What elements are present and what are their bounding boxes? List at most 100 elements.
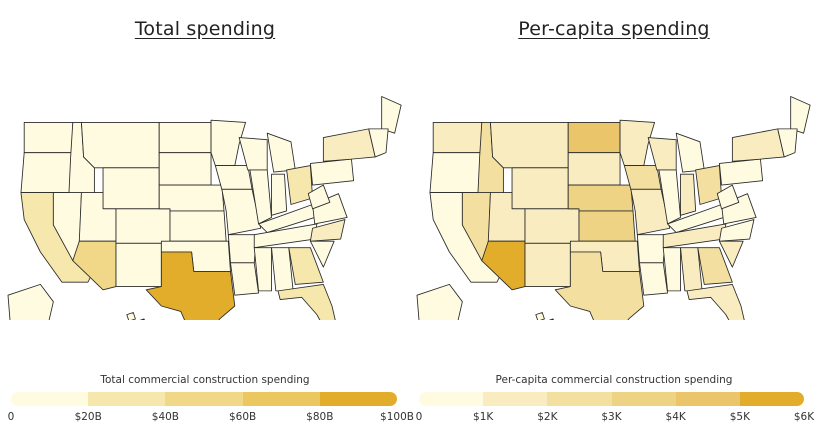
state-ms — [662, 247, 681, 292]
state-mo — [221, 188, 262, 236]
state-wa — [23, 121, 74, 154]
state-ne — [567, 184, 634, 212]
state-ga — [288, 247, 324, 285]
legend-tick-label: $6K — [793, 411, 815, 423]
state-wv — [307, 184, 331, 210]
state-nc — [718, 219, 755, 242]
state-me — [790, 96, 811, 134]
states-group — [7, 96, 402, 320]
legend-swatch — [88, 392, 166, 406]
state-mt — [81, 121, 160, 169]
state-az — [481, 240, 526, 291]
state-me — [381, 96, 402, 134]
us-choropleth-map-per-capita — [416, 96, 811, 320]
legend-color-bar — [11, 392, 397, 406]
state-ne_states — [777, 128, 798, 158]
legend-swatch — [739, 392, 804, 406]
state-ks — [578, 210, 636, 242]
legend-swatch — [611, 392, 676, 406]
state-mi — [266, 132, 296, 173]
state-sd — [567, 152, 621, 186]
state-oh — [695, 165, 722, 205]
legend-tick-label: $4K — [665, 411, 686, 423]
state-wi — [238, 137, 268, 171]
legend-tick-label: $20B — [74, 411, 102, 423]
state-ak — [416, 283, 463, 320]
state-in — [680, 173, 697, 216]
state-hi — [126, 312, 145, 320]
state-co — [524, 208, 580, 244]
state-wy — [102, 167, 160, 210]
state-ak — [7, 283, 54, 320]
state-hi — [535, 312, 554, 320]
state-sc — [309, 240, 335, 268]
state-wv — [716, 184, 740, 210]
legend-tick-label: $100B — [380, 411, 414, 423]
state-nm — [524, 242, 571, 287]
state-ga — [697, 247, 733, 285]
state-tx — [554, 251, 645, 320]
legend-tick-label: 0 — [7, 411, 15, 423]
legend-color-bar — [419, 392, 804, 406]
state-co — [115, 208, 171, 244]
us-choropleth-map-total — [7, 96, 402, 320]
state-ar — [636, 234, 666, 264]
state-ia — [214, 165, 253, 190]
state-ne_states — [368, 128, 389, 158]
legend-swatch — [675, 392, 740, 406]
legend-swatch — [11, 392, 89, 406]
legend-tick-label: $60B — [228, 411, 257, 423]
state-az — [72, 240, 117, 291]
legend-tick-label: $5K — [729, 411, 750, 423]
state-wy — [511, 167, 569, 210]
state-il — [249, 169, 272, 225]
state-oh — [286, 165, 313, 205]
state-or — [429, 152, 483, 194]
state-wa — [432, 121, 483, 154]
panel-title: Total spending — [134, 18, 276, 40]
state-mt — [490, 121, 569, 169]
state-tx — [145, 251, 236, 320]
state-nd — [567, 121, 621, 154]
state-ms — [253, 247, 272, 292]
state-sd — [158, 152, 212, 186]
legend-tick-label: $1K — [473, 411, 494, 423]
total-spending-panel: Total spending Total commercial construc… — [7, 18, 414, 423]
legend-swatch — [242, 392, 320, 406]
state-mi — [675, 132, 705, 173]
legend-tick-label: 0 — [415, 411, 423, 423]
state-fl — [686, 283, 745, 320]
state-la — [230, 262, 259, 296]
legend-swatch — [547, 392, 612, 406]
state-nc — [309, 219, 346, 242]
state-ny — [731, 128, 785, 162]
state-nm — [115, 242, 162, 287]
legend-tick-label: $3K — [601, 411, 622, 423]
legend-tick-label: $80B — [306, 411, 334, 423]
state-ia — [623, 165, 662, 190]
state-ny — [322, 128, 376, 162]
state-ar — [227, 234, 257, 264]
legend-swatch — [319, 392, 397, 406]
state-il — [658, 169, 681, 225]
state-ne — [158, 184, 225, 212]
legend-label: Total commercial construction spending — [100, 374, 310, 386]
state-sc — [718, 240, 744, 268]
per-capita-spending-panel: Per-capita spending Per-capita commercia… — [409, 0, 819, 433]
states-group — [416, 96, 811, 320]
state-mo — [630, 188, 671, 236]
state-fl — [277, 283, 336, 320]
state-pa — [718, 158, 764, 186]
state-nd — [158, 121, 212, 154]
state-wi — [647, 137, 677, 171]
legend-label: Per-capita commercial construction spend… — [495, 374, 733, 386]
state-in — [271, 173, 288, 216]
state-ks — [169, 210, 227, 242]
state-pa — [309, 158, 355, 186]
state-la — [639, 262, 668, 296]
legend-tick-label: $40B — [151, 411, 180, 423]
state-or — [20, 152, 74, 194]
panel-title: Per-capita spending — [518, 18, 710, 40]
legend-tick-label: $2K — [537, 411, 558, 423]
legend-swatch — [165, 392, 243, 406]
